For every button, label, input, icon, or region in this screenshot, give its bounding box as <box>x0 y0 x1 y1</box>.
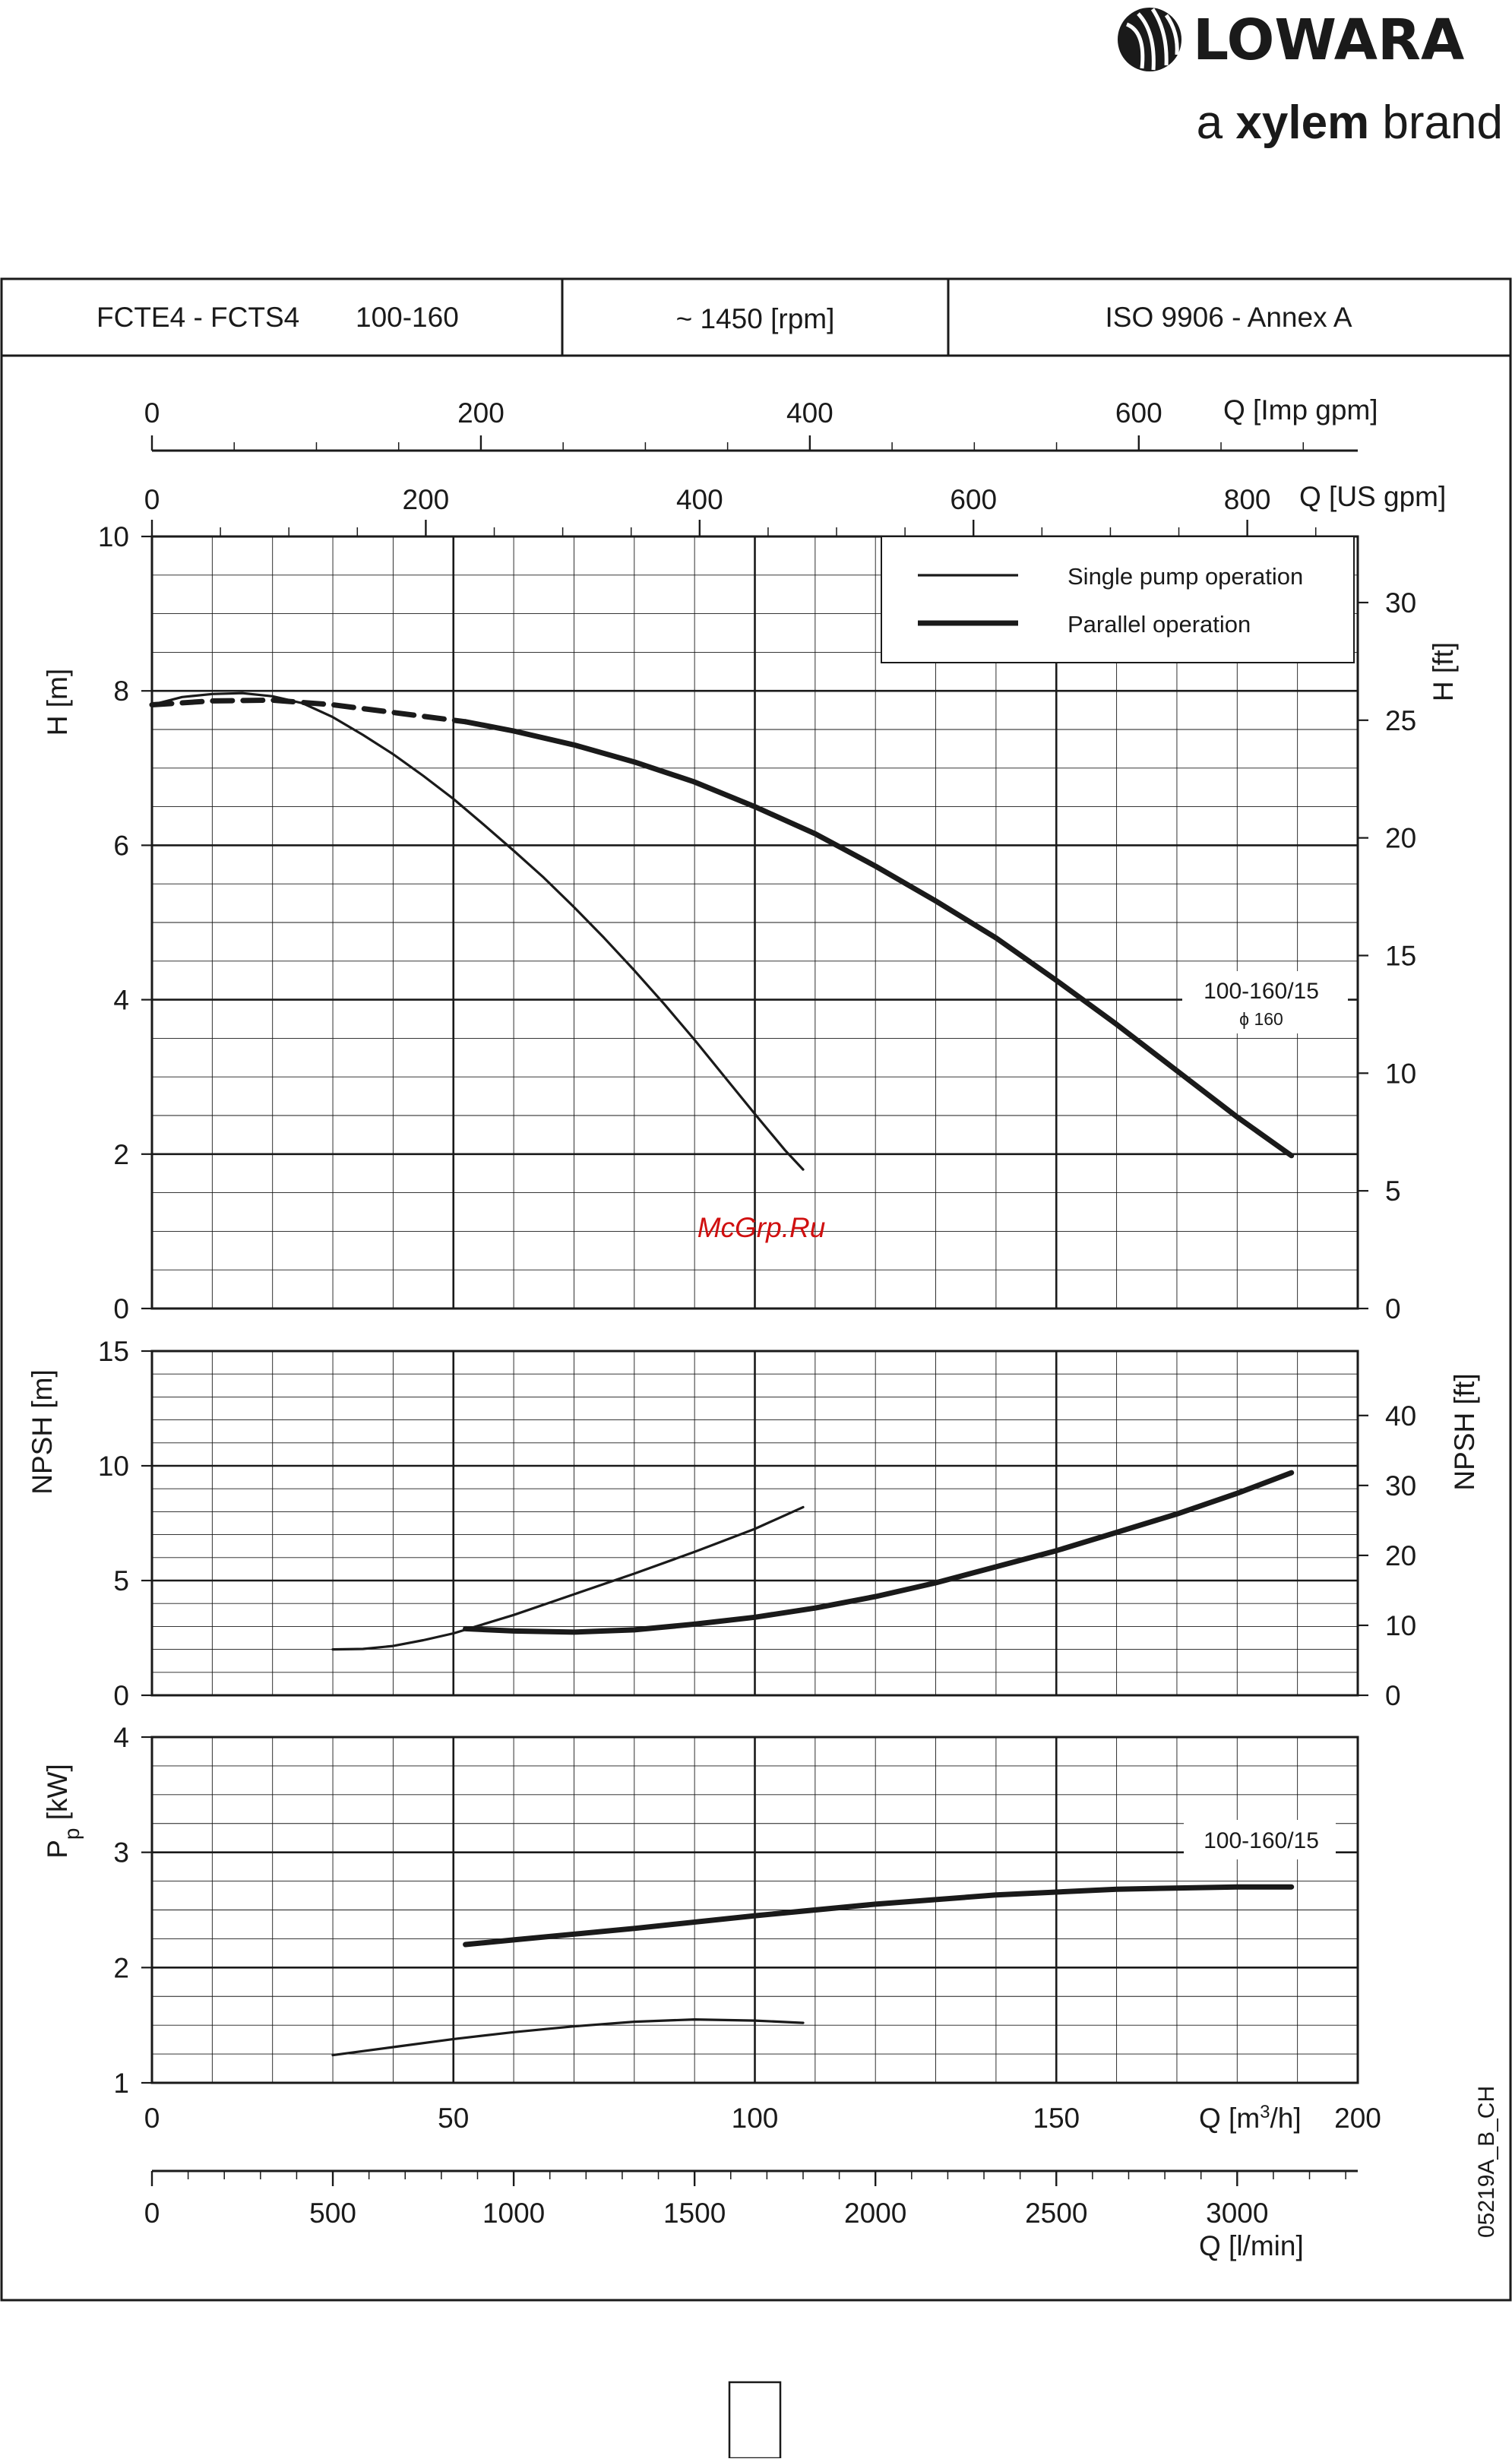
legend-parallel-label: Parallel operation <box>1068 611 1251 638</box>
series-parallel-operation <box>463 1884 1295 1948</box>
q-usgpm-tick-label: 600 <box>950 484 997 515</box>
head-y2-tick-label: 10 <box>1385 1058 1416 1089</box>
head-plot-frame <box>150 535 1359 1310</box>
q-lmin-tick-label: 500 <box>309 2198 356 2229</box>
q-lmin-tick-label: 0 <box>144 2198 160 2229</box>
head-y2-tick-label: 15 <box>1385 940 1416 971</box>
head-annotation-sublabel: ϕ 160 <box>1239 1009 1283 1029</box>
brand-tagline: a xylem brand <box>1197 97 1503 149</box>
q-impgpm-axis-label: Q [Imp gpm] <box>1223 394 1378 426</box>
header-size: 100-160 <box>356 302 459 333</box>
head-y-tick-label: 4 <box>113 985 129 1016</box>
q-usgpm-tick-label: 0 <box>144 484 160 515</box>
watermark: McGrp.Ru <box>697 1212 826 1243</box>
brand-name: LOWARA <box>1193 8 1464 73</box>
header-row: FCTE4 - FCTS4 100-160 ~ 1450 [rpm] ISO 9… <box>2 279 1510 357</box>
power-chart: 1 2 3 4 Pp [kW] 100-160/15 <box>42 1722 1359 2099</box>
q-lmin-tick-label: 1500 <box>663 2198 726 2229</box>
header-speed: ~ 1450 [rpm] <box>676 303 835 334</box>
npsh-y-tick-label: 0 <box>113 1680 129 1711</box>
q-usgpm-tick-label: 200 <box>403 484 450 515</box>
q-lmin-tick-label: 3000 <box>1206 2198 1268 2229</box>
power-annotation-bg <box>1184 1820 1336 1859</box>
drawing-code: 05219A_B_CH <box>1474 2086 1499 2238</box>
npsh-y-tick-label: 15 <box>98 1336 129 1367</box>
q-m3h-axis-label: Q [m3/h] <box>1199 2102 1302 2134</box>
head-y-tick-label: 8 <box>113 676 129 707</box>
q-m3h-tick-label: 50 <box>438 2103 469 2134</box>
npsh-y2-tick-label: 0 <box>1385 1680 1401 1711</box>
series-parallel-operation <box>463 1470 1295 1635</box>
head-y2-tick-label: 30 <box>1385 587 1416 619</box>
power-y-tick-label: 2 <box>113 1952 129 1983</box>
head-y2-tick-label: 25 <box>1385 705 1416 736</box>
q-lmin-axis-label: Q [l/min] <box>1199 2230 1304 2261</box>
npsh-y2-tick-label: 10 <box>1385 1610 1416 1641</box>
npsh-y-label: NPSH [m] <box>27 1369 58 1494</box>
q-usgpm-tick-label: 800 <box>1224 484 1271 515</box>
q-m3h-tick-label: 200 <box>1334 2103 1381 2134</box>
header-model: FCTE4 - FCTS4 <box>96 302 299 333</box>
series-parallel-operation <box>463 719 1295 1159</box>
npsh-y2-label: NPSH [ft] <box>1449 1373 1480 1490</box>
q-m3h-tick-label: 100 <box>732 2103 779 2134</box>
q-impgpm-tick-label: 0 <box>144 397 160 429</box>
head-y-label: H [m] <box>42 669 73 736</box>
sheet-frame <box>0 277 1512 2302</box>
q-lmin-tick-label: 2000 <box>844 2198 906 2229</box>
npsh-plot-frame <box>150 1350 1359 1697</box>
npsh-y-tick-label: 10 <box>98 1451 129 1482</box>
tagline-prefix: a <box>1197 97 1223 149</box>
tagline-brand: xylem <box>1235 97 1369 149</box>
head-y-tick-label: 2 <box>113 1139 129 1170</box>
q-usgpm-axis-label: Q [US gpm] <box>1299 481 1446 512</box>
tagline-suffix: brand <box>1382 97 1503 149</box>
head-y2-label: H [ft] <box>1428 642 1459 701</box>
page-number-box <box>728 2381 782 2460</box>
head-chart: 0 2 4 6 8 10 0 5 10 15 20 25 30 H [m] H [ft] Single pum… <box>42 521 1459 1324</box>
brand-logo: LOWARA a xylem brand <box>1118 8 1503 149</box>
head-annotation-bg <box>1182 971 1348 1033</box>
head-y2-tick-label: 0 <box>1385 1293 1401 1324</box>
power-annotation-label: 100-160/15 <box>1204 1828 1319 1853</box>
series-parallel-extrapolated <box>149 697 469 725</box>
series-single-pump <box>150 691 805 1171</box>
power-plot-frame <box>150 1736 1359 2084</box>
npsh-y2-tick-label: 20 <box>1385 1540 1416 1571</box>
head-y-tick-label: 6 <box>113 830 129 861</box>
head-annotation-label: 100-160/15 <box>1204 979 1319 1004</box>
head-y-tick-label: 10 <box>98 521 129 552</box>
q-usgpm-tick-label: 400 <box>676 484 723 515</box>
power-y-tick-label: 4 <box>113 1722 129 1753</box>
q-m3h-tick-label: 0 <box>144 2103 160 2134</box>
legend-box <box>881 536 1355 663</box>
lowara-swirl-icon <box>1118 8 1181 71</box>
q-impgpm-tick-label: 200 <box>457 397 505 429</box>
q-impgpm-tick-label: 600 <box>1115 397 1162 429</box>
legend-single-label: Single pump operation <box>1068 563 1303 590</box>
power-y-tick-label: 3 <box>113 1837 129 1869</box>
head-y2-tick-label: 5 <box>1385 1176 1401 1207</box>
header-standard: ISO 9906 - Annex A <box>1106 302 1352 333</box>
npsh-y-tick-label: 5 <box>113 1565 129 1597</box>
q-lmin-tick-label: 2500 <box>1025 2198 1087 2229</box>
power-y-tick-label: 1 <box>113 2068 129 2099</box>
q-lmin-tick-label: 1000 <box>482 2198 545 2229</box>
series-single-pump <box>331 1505 805 1651</box>
power-y-label: Pp [kW] <box>42 1764 84 1859</box>
npsh-y2-tick-label: 30 <box>1385 1470 1416 1502</box>
series-single-pump <box>331 2018 805 2057</box>
q-impgpm-tick-label: 400 <box>786 397 833 429</box>
head-y-tick-label: 0 <box>113 1293 129 1324</box>
npsh-chart: 0 5 10 15 0 10 20 30 40 NPSH [m] NPSH [ft] <box>27 1336 1480 1711</box>
head-y2-tick-label: 20 <box>1385 823 1416 854</box>
npsh-y2-tick-label: 40 <box>1385 1400 1416 1432</box>
q-m3h-tick-label: 150 <box>1033 2103 1080 2134</box>
